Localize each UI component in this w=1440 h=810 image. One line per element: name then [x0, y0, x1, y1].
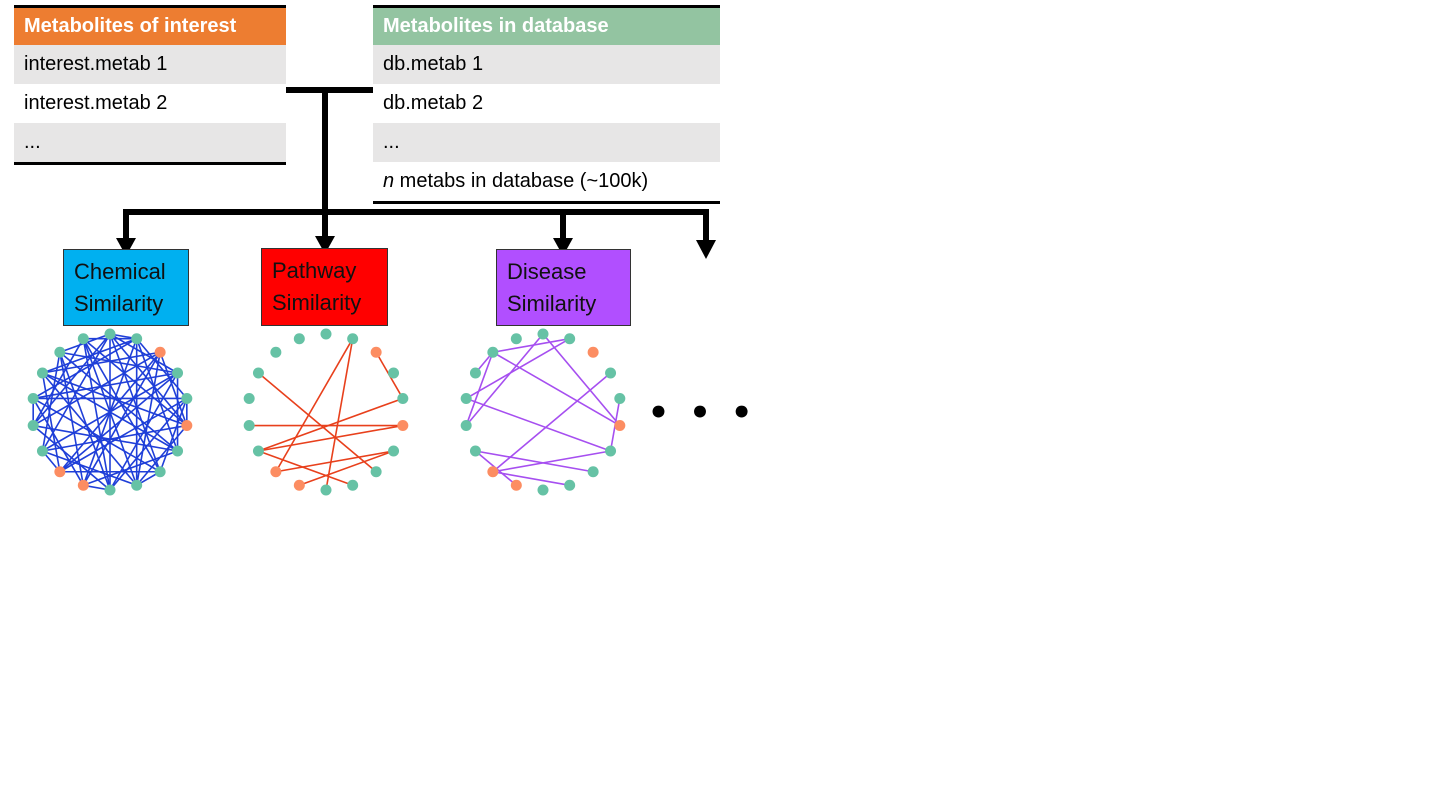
pathway-edge — [258, 426, 402, 451]
disease-database-node — [461, 393, 472, 404]
pathway-label-line1: Pathway — [272, 255, 387, 287]
disease-edge — [493, 472, 570, 486]
continuation-dots: • • • — [648, 393, 757, 433]
chemical-interest-node — [54, 466, 65, 477]
pathway-database-node — [253, 446, 264, 457]
chemical-database-node — [172, 368, 183, 379]
disease-interest-node — [487, 466, 498, 477]
disease-interest-node — [614, 420, 625, 431]
pathway-interest-node — [397, 420, 408, 431]
chemical-database-node — [28, 420, 39, 431]
pathway-interest-node — [371, 347, 382, 358]
connector-lines — [123, 90, 709, 242]
disease-database-node — [538, 485, 549, 496]
chemical-database-node — [54, 347, 65, 358]
chemical-interest-node — [181, 420, 192, 431]
chemical-label-line2: Similarity — [74, 288, 188, 320]
chemical-database-node — [78, 333, 89, 344]
pathway-label-line2: Similarity — [272, 287, 387, 319]
disease-database-node — [588, 466, 599, 477]
chemical-database-node — [37, 446, 48, 457]
pathway-database-node — [388, 446, 399, 457]
disease-interest-node — [511, 480, 522, 491]
disease-database-node — [511, 333, 522, 344]
disease-database-node — [564, 333, 575, 344]
pathway-interest-node — [270, 466, 281, 477]
pathway-database-node — [244, 393, 255, 404]
disease-edge — [466, 352, 493, 425]
chemical-database-node — [172, 446, 183, 457]
pathway-similarity-box: Pathway Similarity — [261, 248, 388, 326]
disease-label-line2: Similarity — [507, 288, 630, 320]
arrow-more — [696, 240, 716, 259]
pathway-database-node — [347, 333, 358, 344]
chemical-database-node — [105, 329, 116, 340]
chemical-database-node — [37, 368, 48, 379]
pathway-database-node — [397, 393, 408, 404]
chemical-database-node — [131, 480, 142, 491]
chemical-database-node — [181, 393, 192, 404]
pathway-database-node — [347, 480, 358, 491]
disease-database-node — [605, 446, 616, 457]
disease-interest-node — [588, 347, 599, 358]
disease-database-node — [461, 420, 472, 431]
pathway-database-node — [294, 333, 305, 344]
chemical-database-node — [155, 466, 166, 477]
pathway-database-node — [388, 368, 399, 379]
pathway-database-node — [253, 368, 264, 379]
chemical-interest-node — [78, 480, 89, 491]
chemical-similarity-box: Chemical Similarity — [63, 249, 189, 326]
disease-database-node — [470, 446, 481, 457]
pathway-database-node — [244, 420, 255, 431]
chemical-database-node — [28, 393, 39, 404]
disease-database-node — [470, 368, 481, 379]
disease-database-node — [564, 480, 575, 491]
disease-database-node — [614, 393, 625, 404]
disease-similarity-box: Disease Similarity — [496, 249, 631, 326]
pathway-database-node — [270, 347, 281, 358]
disease-database-node — [538, 329, 549, 340]
pathway-interest-node — [294, 480, 305, 491]
pathway-database-node — [321, 485, 332, 496]
pathway-edge — [258, 398, 402, 451]
disease-network — [461, 329, 626, 496]
disease-database-node — [487, 347, 498, 358]
pathway-network — [244, 329, 409, 496]
pathway-database-node — [371, 466, 382, 477]
chemical-database-node — [105, 485, 116, 496]
chemical-database-node — [131, 333, 142, 344]
disease-database-node — [605, 368, 616, 379]
chemical-network — [28, 329, 193, 496]
chemical-label-line1: Chemical — [74, 256, 188, 288]
chemical-interest-node — [155, 347, 166, 358]
disease-edge — [466, 398, 610, 451]
pathway-database-node — [321, 329, 332, 340]
disease-label-line1: Disease — [507, 256, 630, 288]
